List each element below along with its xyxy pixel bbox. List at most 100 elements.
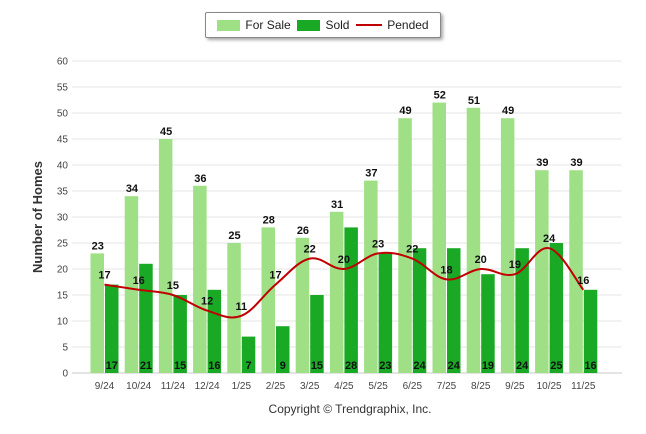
for-sale-bar	[227, 243, 241, 373]
y-axis-label: Number of Homes	[30, 161, 45, 273]
sold-bar	[412, 248, 427, 373]
sold-bar	[105, 284, 119, 373]
sold-bar	[276, 326, 290, 373]
sold-bar	[515, 248, 529, 373]
sold-bar	[241, 336, 256, 373]
pended-series-line	[104, 247, 585, 319]
for-sale-value-label: 39	[570, 157, 582, 169]
for-sale-value-label: 23	[92, 240, 104, 252]
y-tick-label: 5	[62, 343, 68, 354]
for-sale-bar	[569, 170, 583, 373]
for-sale-value-label: 36	[194, 173, 206, 185]
for-sale-value-label: 25	[228, 230, 240, 242]
y-tick-label: 50	[57, 109, 69, 120]
x-tick-label: 10/24	[126, 381, 151, 392]
y-axis-ticks: 0 5 10 15 20 25 30 35 40 45 50 55 60	[57, 57, 69, 380]
copyright-text: Copyright © Trendgraphix, Inc.	[268, 402, 432, 416]
for-sale-bar	[261, 227, 275, 373]
x-tick-label: 9/24	[95, 381, 115, 392]
legend: For Sale Sold Pended	[205, 12, 441, 38]
for-sale-value-label: 26	[297, 225, 309, 237]
sold-value-label: 23	[379, 360, 391, 372]
legend-label-pended: Pended	[387, 18, 429, 32]
for-sale-value-label: 45	[160, 126, 172, 138]
sold-value-label: 16	[584, 360, 596, 372]
x-axis-ticks: 9/24 10/24 11/24 12/24 1/25 2/25 3/25 4/25 5/25 6…	[95, 381, 596, 392]
pended-value-label: 20	[475, 254, 487, 266]
sold-bar	[173, 295, 187, 373]
sold-bar	[378, 253, 393, 373]
for-sale-value-label: 28	[263, 214, 275, 226]
pended-value-label: 17	[98, 270, 110, 282]
pended-value-label: 20	[338, 254, 350, 266]
for-sale-bar	[398, 118, 412, 373]
x-tick-label: 11/25	[571, 381, 596, 392]
pended-value-label: 15	[167, 280, 179, 292]
for-sale-value-label: 34	[126, 183, 139, 195]
legend-item-sold[interactable]: Sold	[297, 18, 349, 32]
pended-value-label: 19	[509, 259, 521, 271]
x-tick-label: 2/25	[266, 381, 286, 392]
pended-value-label: 24	[543, 233, 556, 245]
sold-value-label: 7	[245, 360, 251, 372]
sold-value-label: 9	[280, 360, 286, 372]
legend-item-for-sale[interactable]: For Sale	[217, 18, 291, 32]
for-sale-value-label: 51	[468, 95, 480, 107]
pended-value-label: 22	[406, 244, 418, 256]
x-tick-label: 9/25	[505, 381, 525, 392]
sold-swatch	[297, 19, 321, 31]
sold-bar	[344, 227, 358, 373]
sold-value-label: 24	[413, 360, 426, 372]
for-sale-bar	[193, 185, 207, 373]
y-tick-label: 25	[57, 239, 69, 250]
x-tick-label: 10/25	[537, 381, 562, 392]
for-sale-value-label: 31	[331, 199, 343, 211]
for-sale-bar	[535, 170, 549, 373]
pended-value-label: 12	[201, 296, 213, 308]
sold-value-label: 15	[311, 360, 323, 372]
sold-bar	[583, 289, 598, 373]
pended-value-label: 18	[440, 264, 452, 276]
pended-value-label: 16	[577, 275, 589, 287]
x-tick-label: 4/25	[334, 381, 354, 392]
for-sale-bar	[124, 196, 139, 373]
y-tick-label: 55	[57, 83, 69, 94]
bars	[90, 102, 598, 374]
pended-line	[104, 247, 585, 319]
sold-bar	[481, 274, 495, 373]
sold-value-label: 25	[550, 360, 562, 372]
for-sale-swatch	[217, 19, 241, 31]
sold-bar	[207, 289, 222, 373]
y-tick-label: 20	[57, 265, 69, 276]
for-sale-bar	[158, 139, 173, 373]
sold-bar	[549, 243, 564, 373]
pended-value-label: 17	[269, 270, 281, 282]
sold-value-label: 15	[174, 360, 186, 372]
y-tick-label: 0	[62, 369, 68, 380]
sold-value-label: 19	[482, 360, 494, 372]
x-tick-label: 3/25	[300, 381, 320, 392]
legend-item-pended[interactable]: Pended	[356, 18, 429, 32]
for-sale-bar	[90, 253, 104, 373]
y-tick-label: 35	[57, 187, 69, 198]
legend-label-sold: Sold	[325, 18, 350, 32]
for-sale-bar	[466, 107, 481, 374]
for-sale-value-label: 49	[502, 105, 514, 117]
pended-value-label: 16	[133, 275, 145, 287]
for-sale-bar	[500, 118, 515, 373]
sold-bar	[310, 295, 324, 373]
x-tick-label: 7/25	[437, 381, 457, 392]
x-tick-label: 12/24	[195, 381, 220, 392]
pended-swatch	[356, 24, 383, 26]
sold-value-label: 16	[208, 360, 220, 372]
y-tick-label: 45	[57, 135, 69, 146]
for-sale-bar	[295, 237, 310, 373]
pended-value-label: 11	[235, 301, 247, 313]
y-tick-label: 40	[57, 161, 69, 172]
sold-value-label: 24	[516, 360, 529, 372]
for-sale-bar	[329, 211, 344, 373]
sold-value-label: 24	[448, 360, 461, 372]
x-tick-label: 11/24	[161, 381, 186, 392]
for-sale-value-label: 49	[399, 105, 411, 117]
